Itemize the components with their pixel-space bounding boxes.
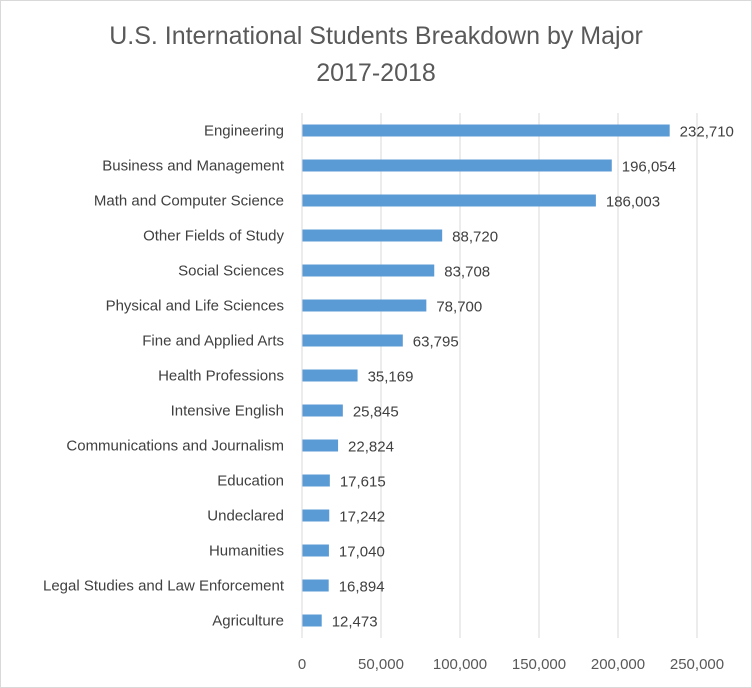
- data-label: 16,894: [339, 579, 385, 596]
- category-label: Other Fields of Study: [143, 228, 284, 245]
- category-label: Humanities: [209, 543, 284, 560]
- bar: [302, 474, 330, 487]
- category-label: Communications and Journalism: [66, 438, 284, 455]
- x-tick-label: 50,000: [358, 656, 404, 673]
- category-label: Education: [217, 473, 284, 490]
- data-label: 88,720: [452, 229, 498, 246]
- bar: [302, 404, 343, 417]
- bar: [302, 614, 322, 627]
- bar: [302, 544, 329, 557]
- bar: [302, 194, 596, 207]
- category-label: Health Professions: [158, 368, 284, 385]
- category-label: Social Sciences: [178, 263, 284, 280]
- category-label: Intensive English: [171, 403, 284, 420]
- category-label: Undeclared: [207, 508, 284, 525]
- data-label: 35,169: [368, 369, 414, 386]
- x-tick-label: 200,000: [591, 656, 645, 673]
- chart-title-block: U.S. International Students Breakdown by…: [0, 18, 752, 92]
- bar: [302, 159, 612, 172]
- x-tick-label: 0: [298, 656, 306, 673]
- bar: [302, 509, 330, 522]
- x-tick-label: 100,000: [433, 656, 487, 673]
- chart-subtitle: 2017-2018: [316, 59, 436, 87]
- data-label: 17,040: [339, 544, 385, 561]
- data-label: 78,700: [436, 299, 482, 316]
- data-label: 196,054: [622, 159, 676, 176]
- category-label: Physical and Life Sciences: [106, 298, 284, 315]
- category-label: Agriculture: [212, 613, 284, 630]
- bar: [302, 579, 329, 592]
- category-label: Math and Computer Science: [94, 193, 284, 210]
- category-label: Engineering: [204, 123, 284, 140]
- data-label: 25,845: [353, 404, 399, 421]
- bar: [302, 264, 435, 277]
- data-label: 22,824: [348, 439, 394, 456]
- data-label: 12,473: [332, 614, 378, 631]
- category-label: Business and Management: [102, 158, 285, 175]
- bar: [302, 229, 443, 242]
- x-tick-label: 150,000: [512, 656, 566, 673]
- bar: [302, 334, 403, 347]
- data-label: 232,710: [680, 124, 734, 141]
- bar: [302, 439, 339, 452]
- chart-title: U.S. International Students Breakdown by…: [109, 22, 643, 50]
- data-label: 186,003: [606, 194, 660, 211]
- data-label: 83,708: [444, 264, 490, 281]
- data-label: 63,795: [413, 334, 459, 351]
- bar: [302, 124, 670, 137]
- bar: [302, 299, 427, 312]
- category-label: Legal Studies and Law Enforcement: [43, 578, 285, 595]
- data-label: 17,615: [340, 474, 386, 491]
- category-label: Fine and Applied Arts: [142, 333, 284, 350]
- bar: [302, 369, 358, 382]
- data-label: 17,242: [339, 509, 385, 526]
- x-tick-label: 250,000: [670, 656, 724, 673]
